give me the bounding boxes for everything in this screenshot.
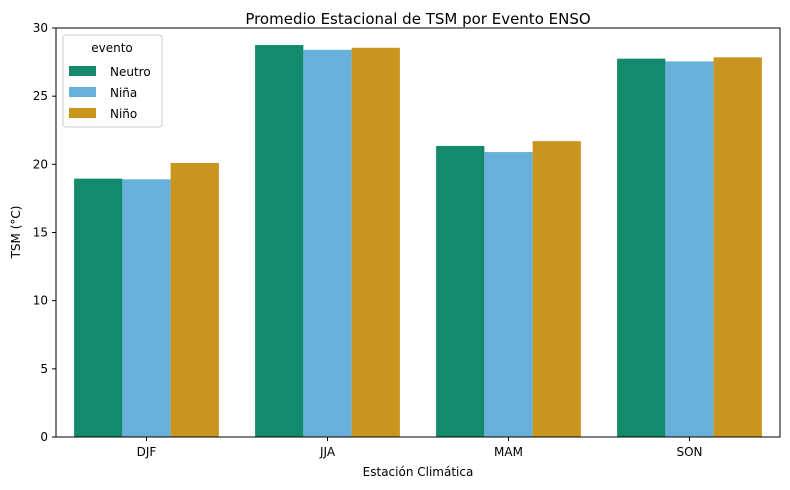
- bar-niña-djf: [122, 179, 171, 437]
- bar-niña-son: [665, 61, 714, 437]
- bar-niño-djf: [170, 162, 219, 437]
- bar-neutro-son: [617, 58, 666, 438]
- y-tick-label: 10: [33, 294, 48, 308]
- y-tick-label: 5: [40, 362, 48, 376]
- legend-title: evento: [91, 41, 133, 55]
- bar-niño-mam: [532, 141, 581, 437]
- legend-swatch-niña: [69, 87, 96, 97]
- bar-niño-son: [713, 57, 762, 437]
- legend-label-niña: Niña: [110, 86, 137, 100]
- y-axis-label: TSM (°C): [9, 206, 23, 260]
- bar-neutro-djf: [74, 178, 123, 438]
- x-axis-label: Estación Climática: [363, 465, 474, 479]
- y-tick-label: 20: [33, 157, 48, 171]
- bar-niña-jja: [303, 49, 352, 438]
- legend: evento Neutro Niña Niño: [62, 34, 163, 128]
- bar-niño-jja: [351, 47, 400, 437]
- bar-neutro-mam: [436, 145, 485, 437]
- x-tick-label: DJF: [137, 445, 157, 459]
- x-tick-label: MAM: [494, 445, 523, 459]
- bars-group: [74, 45, 762, 438]
- x-tick-label: SON: [676, 445, 702, 459]
- legend-swatch-niño: [69, 108, 96, 118]
- plot-frame: [55, 27, 781, 438]
- y-tick-label: 0: [40, 430, 48, 444]
- bar-niña-mam: [484, 152, 533, 437]
- legend-swatch-neutro: [69, 66, 96, 76]
- y-tick-label: 30: [33, 21, 48, 35]
- y-tick-label: 25: [33, 89, 48, 103]
- x-tick-label: JJA: [319, 445, 336, 459]
- y-axis: 0 5 10 15 20 25 30: [33, 21, 56, 444]
- legend-box: [62, 34, 163, 128]
- y-tick-label: 15: [33, 226, 48, 240]
- x-axis: DJF JJA MAM SON: [137, 437, 703, 459]
- legend-label-neutro: Neutro: [110, 65, 151, 79]
- chart-title: Promedio Estacional de TSM por Evento EN…: [245, 10, 590, 28]
- bar-neutro-jja: [255, 45, 304, 438]
- legend-label-niño: Niño: [110, 107, 137, 121]
